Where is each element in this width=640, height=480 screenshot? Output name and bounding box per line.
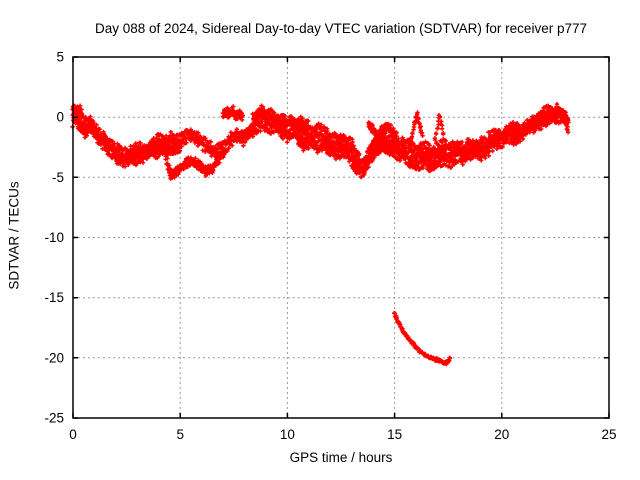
- x-axis-label: GPS time / hours: [289, 450, 393, 465]
- svg-text:0: 0: [69, 427, 77, 442]
- svg-text:25: 25: [601, 427, 616, 442]
- svg-text:0: 0: [56, 110, 64, 125]
- svg-text:15: 15: [387, 427, 402, 442]
- svg-text:-25: -25: [44, 411, 64, 426]
- svg-text:-10: -10: [44, 230, 64, 245]
- svg-text:10: 10: [280, 427, 295, 442]
- svg-text:-5: -5: [52, 170, 64, 185]
- y-axis-label: SDTVAR / TECUs: [6, 181, 22, 290]
- svg-text:5: 5: [176, 427, 184, 442]
- svg-text:-15: -15: [44, 290, 64, 305]
- svg-text:5: 5: [56, 50, 64, 65]
- svg-text:-20: -20: [44, 350, 64, 365]
- chart-title: Day 088 of 2024, Sidereal Day-to-day VTE…: [95, 21, 587, 36]
- svg-text:20: 20: [494, 427, 509, 442]
